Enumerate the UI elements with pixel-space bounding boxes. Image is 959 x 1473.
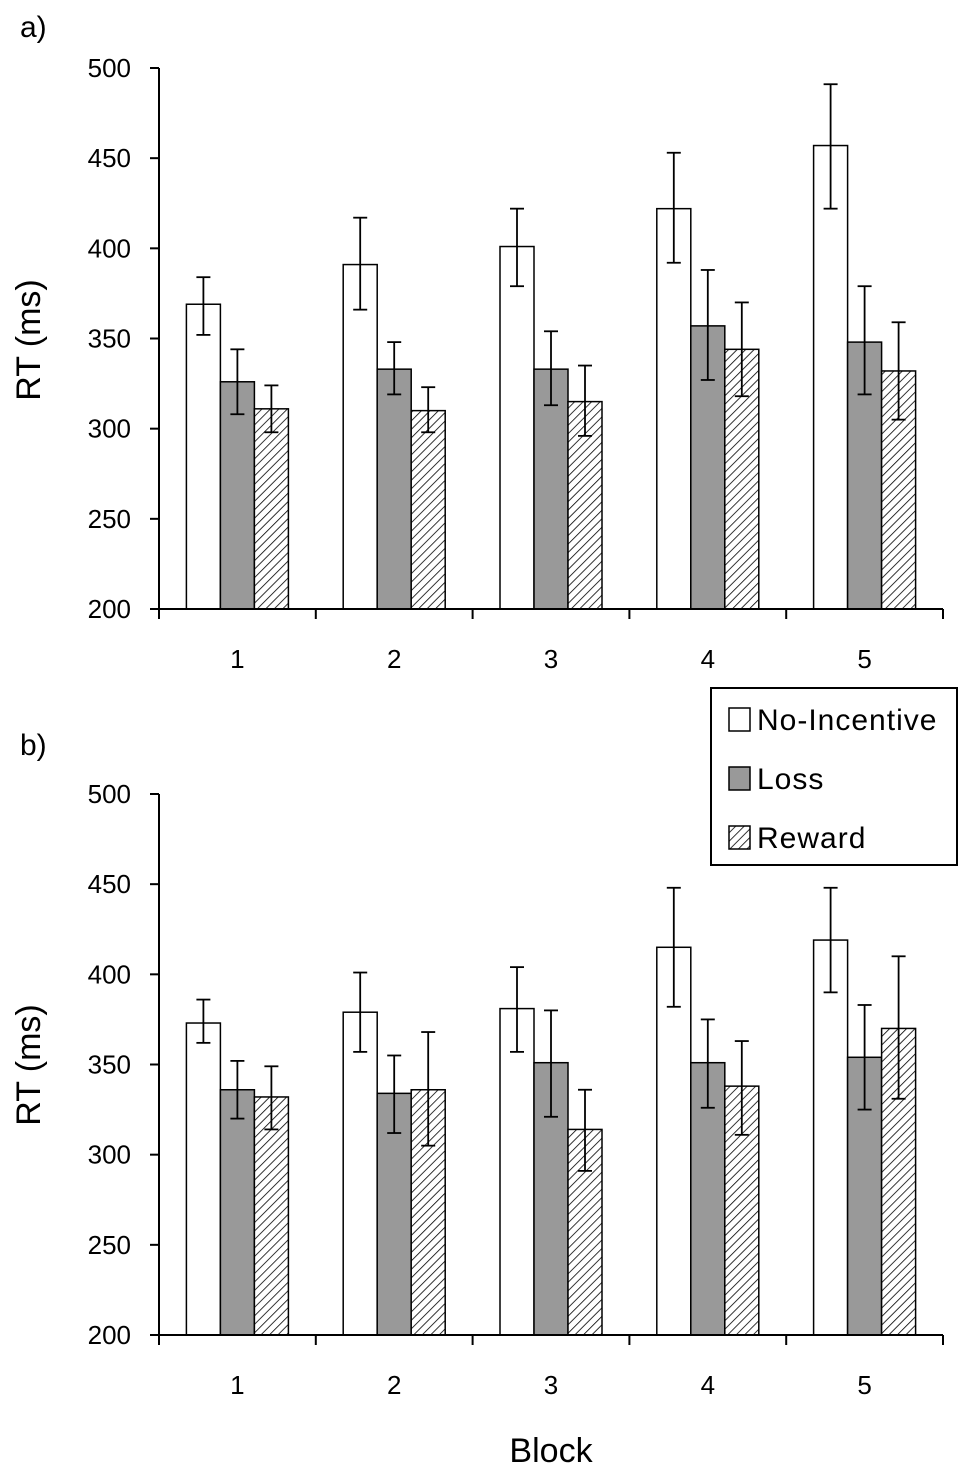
legend-label-loss: Loss — [757, 763, 824, 796]
error-bar-no-incentive-block-1-b — [196, 998, 211, 1044]
y-tick-label-200-a: 200 — [88, 594, 131, 624]
bar-no-incentive-block-3-b — [499, 1007, 535, 1336]
error-bar-loss-block-5-a — [857, 285, 872, 396]
error-bar-reward-block-4-b — [734, 1040, 749, 1136]
y-tick-label-500-a: 500 — [88, 53, 131, 83]
x-tick-label-2-b: 2 — [387, 1370, 401, 1400]
y-tick-label-300-a: 300 — [88, 414, 131, 444]
error-bar-loss-block-3-b — [544, 1009, 558, 1118]
error-bar-loss-block-5-b — [857, 1004, 872, 1111]
bar-no-incentive-block-5-b — [812, 939, 849, 1336]
bar-reward-block-1-b — [253, 1096, 290, 1336]
x-tick-label-3-b: 3 — [544, 1370, 558, 1400]
bar-no-incentive-block-1-b — [185, 1022, 222, 1336]
legend: No-Incentive Loss Reward — [710, 687, 958, 866]
error-bar-no-incentive-block-4-a — [666, 151, 681, 264]
error-bar-reward-block-5-a — [891, 321, 906, 421]
y-tick-label-450-a: 450 — [88, 143, 131, 173]
y-tick-label-200-b: 200 — [88, 1320, 131, 1350]
x-tick-label-1-b: 1 — [230, 1370, 244, 1400]
y-axis-title-b: RT (ms) — [10, 1004, 48, 1126]
error-bar-reward-block-1-b — [264, 1065, 279, 1131]
bars-b — [185, 939, 917, 1336]
bar-loss-block-3-a — [533, 368, 569, 610]
x-tick-label-4-b: 4 — [701, 1370, 715, 1400]
y-axis-title-a: RT (ms) — [10, 279, 48, 401]
error-bar-no-incentive-block-2-b — [353, 971, 368, 1053]
bar-no-incentive-block-2-b — [342, 1011, 378, 1336]
y-tick-label-300-b: 300 — [88, 1140, 131, 1170]
error-bar-no-incentive-block-5-b — [823, 886, 838, 994]
error-bar-reward-block-4-a — [734, 301, 749, 398]
error-bars-a — [196, 83, 906, 437]
bar-loss-block-1-a — [219, 381, 256, 610]
y-tick-labels-a: 200 250 300 350 400 450 500 — [88, 53, 131, 624]
legend-box — [710, 687, 958, 866]
y-tick-labels-b: 200 250 300 350 400 450 500 — [88, 779, 131, 1350]
bar-no-incentive-block-2-a — [342, 263, 378, 610]
y-tick-label-350-a: 350 — [88, 324, 131, 354]
bar-reward-block-2-a — [410, 409, 446, 610]
legend-swatch-reward — [728, 825, 751, 850]
y-tick-label-450-b: 450 — [88, 869, 131, 899]
x-tick-label-5-b: 5 — [857, 1370, 871, 1400]
error-bar-loss-block-1-b — [230, 1059, 245, 1120]
axes-b — [150, 793, 944, 1345]
chart-panel-b: b) RT (ms) 200 250 300 350 400 450 500 1 2 3 4 5 B… — [10, 729, 944, 1470]
error-bar-loss-block-2-b — [387, 1054, 402, 1134]
x-tick-labels-a: 1 2 3 4 5 — [230, 644, 872, 674]
error-bar-loss-block-4-b — [700, 1018, 715, 1109]
bar-loss-block-1-b — [219, 1088, 256, 1336]
error-bar-no-incentive-block-4-b — [666, 886, 681, 1008]
x-axis-title: Block — [509, 1432, 593, 1470]
bar-reward-block-1-a — [253, 408, 290, 610]
bar-no-incentive-block-3-a — [499, 245, 535, 610]
panel-label-a: a) — [20, 11, 47, 44]
y-tick-label-500-b: 500 — [88, 779, 131, 809]
y-tick-label-400-b: 400 — [88, 959, 131, 989]
error-bar-reward-block-2-a — [421, 386, 436, 434]
bar-no-incentive-block-1-a — [185, 303, 222, 610]
bar-loss-block-2-a — [376, 368, 412, 610]
y-tick-label-250-a: 250 — [88, 504, 131, 534]
x-tick-labels-b: 1 2 3 4 5 — [230, 1370, 872, 1400]
error-bar-reward-block-2-b — [421, 1031, 436, 1147]
bar-no-incentive-block-4-a — [656, 207, 692, 610]
y-tick-label-400-a: 400 — [88, 233, 131, 263]
y-tick-label-350-b: 350 — [88, 1050, 131, 1080]
x-tick-label-5-a: 5 — [857, 644, 871, 674]
error-bar-no-incentive-block-3-a — [510, 207, 524, 288]
error-bar-reward-block-5-b — [891, 955, 906, 1100]
error-bar-loss-block-4-a — [700, 269, 715, 381]
x-tick-label-1-a: 1 — [230, 644, 244, 674]
x-tick-label-2-a: 2 — [387, 644, 401, 674]
panel-label-b: b) — [20, 729, 47, 762]
legend-label-reward: Reward — [757, 822, 866, 855]
error-bar-no-incentive-block-3-b — [510, 966, 524, 1053]
error-bars-b — [196, 886, 906, 1172]
error-bar-loss-block-3-a — [544, 330, 558, 407]
error-bar-loss-block-2-a — [387, 341, 402, 396]
legend-label-no-incentive: No-Incentive — [757, 704, 937, 737]
chart-panel-a: a) RT (ms) 200 250 300 350 400 450 500 1 2 3 4 5 — [10, 11, 944, 674]
error-bar-no-incentive-block-1-a — [196, 276, 211, 336]
bar-no-incentive-block-5-a — [812, 144, 849, 610]
error-bar-no-incentive-block-5-a — [823, 83, 838, 210]
legend-swatch-loss — [728, 766, 751, 791]
axes-a — [150, 67, 944, 619]
legend-swatch-no-incentive — [728, 707, 751, 732]
error-bar-reward-block-3-a — [578, 364, 592, 437]
error-bar-reward-block-1-a — [264, 384, 279, 434]
x-tick-label-3-a: 3 — [544, 644, 558, 674]
error-bar-reward-block-3-b — [578, 1088, 592, 1172]
error-bar-loss-block-1-a — [230, 348, 245, 416]
x-tick-label-4-a: 4 — [701, 644, 715, 674]
error-bar-no-incentive-block-2-a — [353, 216, 368, 311]
y-tick-label-250-b: 250 — [88, 1230, 131, 1260]
